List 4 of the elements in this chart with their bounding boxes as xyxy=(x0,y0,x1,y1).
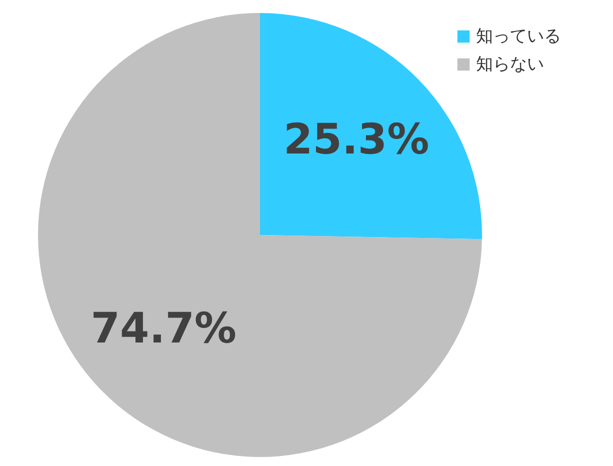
legend-label: 知っている xyxy=(476,26,561,46)
data-label: 25.3% xyxy=(283,114,430,164)
data-label: 74.7% xyxy=(90,304,237,353)
legend-label: 知らない xyxy=(476,54,544,74)
